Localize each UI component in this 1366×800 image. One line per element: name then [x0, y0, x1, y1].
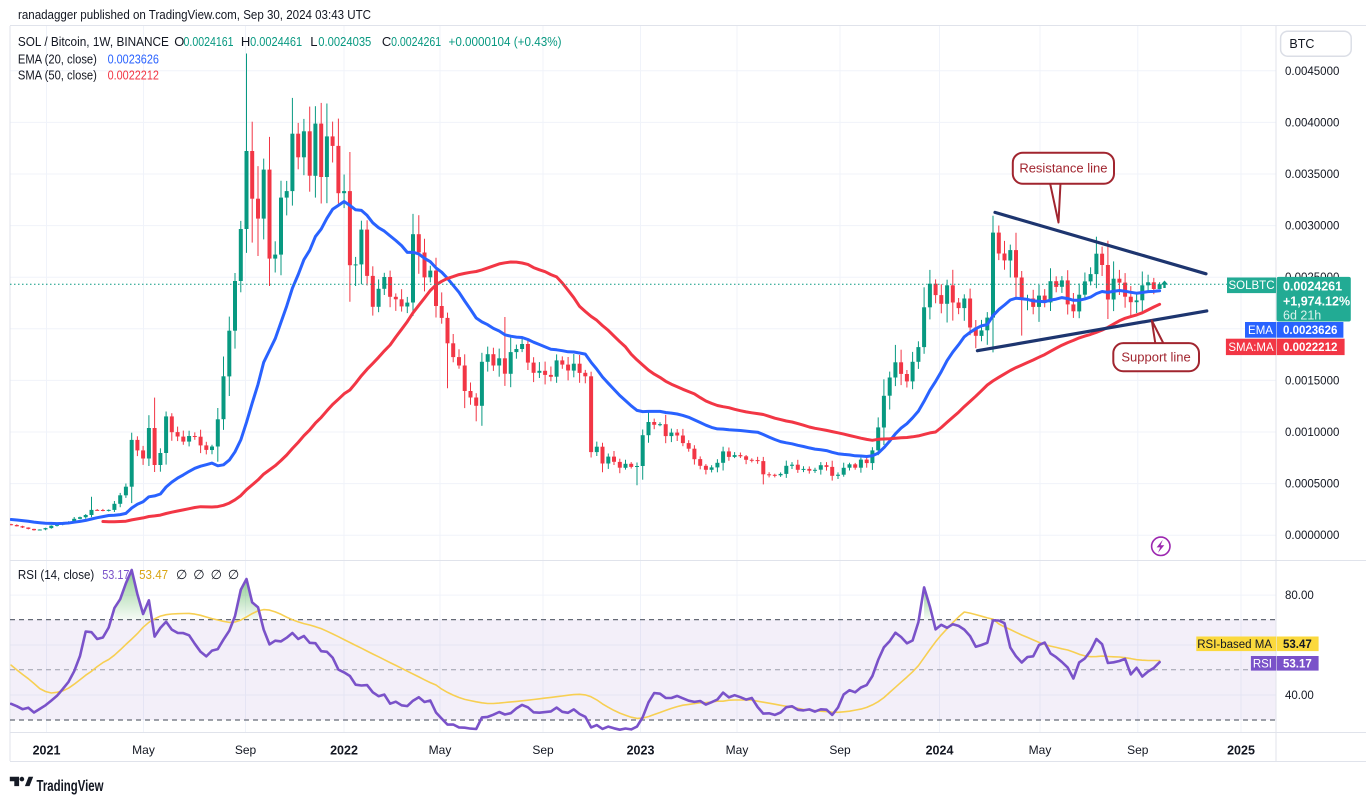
svg-text:0.0022212: 0.0022212	[1283, 342, 1337, 354]
svg-text:53.17: 53.17	[102, 567, 129, 582]
svg-text:EMA: EMA	[1248, 325, 1273, 337]
svg-text:H: H	[241, 34, 250, 49]
svg-text:2021: 2021	[33, 744, 61, 758]
svg-text:53.17: 53.17	[1283, 658, 1312, 670]
svg-text:0.0045000: 0.0045000	[1285, 66, 1339, 78]
svg-text:+0.0000104 (+0.43%): +0.0000104 (+0.43%)	[449, 34, 562, 49]
svg-text:40.00: 40.00	[1285, 690, 1314, 702]
svg-text:0.0023626: 0.0023626	[108, 51, 159, 66]
svg-text:Sep: Sep	[1127, 743, 1149, 757]
svg-text:0.0024035: 0.0024035	[318, 34, 371, 49]
svg-text:2023: 2023	[627, 744, 655, 758]
svg-text:BTC: BTC	[1289, 37, 1314, 51]
svg-text:0.0024461: 0.0024461	[250, 34, 302, 49]
svg-text:Resistance line: Resistance line	[1019, 161, 1107, 176]
svg-text:TradingView: TradingView	[37, 778, 104, 795]
svg-text:80.00: 80.00	[1285, 590, 1314, 602]
svg-text:2022: 2022	[330, 744, 358, 758]
svg-text:∅: ∅	[228, 567, 239, 582]
svg-text:2025: 2025	[1227, 744, 1255, 758]
svg-text:EMA (20, close): EMA (20, close)	[18, 51, 97, 66]
svg-text:0.0035000: 0.0035000	[1285, 169, 1339, 181]
svg-text:RSI (14, close): RSI (14, close)	[18, 567, 94, 582]
svg-text:53.47: 53.47	[1283, 639, 1312, 651]
svg-text:O: O	[174, 34, 184, 49]
svg-text:Sep: Sep	[829, 743, 851, 757]
svg-text:0.0000000: 0.0000000	[1285, 530, 1339, 542]
svg-text:C: C	[382, 34, 391, 49]
svg-text:0.0005000: 0.0005000	[1285, 479, 1339, 491]
svg-text:0.0023626: 0.0023626	[1283, 325, 1337, 337]
svg-text:May: May	[726, 743, 749, 757]
svg-text:∅: ∅	[211, 567, 222, 582]
svg-text:0.0030000: 0.0030000	[1285, 221, 1339, 233]
svg-text:0.0024261: 0.0024261	[391, 34, 441, 49]
svg-text:L: L	[310, 34, 317, 49]
svg-text:0.0022212: 0.0022212	[108, 68, 159, 83]
svg-text:∅: ∅	[193, 567, 204, 582]
svg-text:53.47: 53.47	[139, 567, 168, 582]
svg-text:RSI-based MA: RSI-based MA	[1197, 639, 1272, 651]
svg-text:∅: ∅	[176, 567, 187, 582]
svg-text:SMA:MA: SMA:MA	[1228, 342, 1274, 354]
svg-text:6d 21h: 6d 21h	[1283, 309, 1321, 323]
svg-text:Sep: Sep	[235, 743, 257, 757]
svg-text:May: May	[429, 743, 452, 757]
svg-text:2024: 2024	[926, 744, 954, 758]
svg-text:RSI: RSI	[1253, 658, 1272, 670]
svg-text:+1,974.12%: +1,974.12%	[1283, 295, 1350, 309]
svg-text:SMA (50, close): SMA (50, close)	[18, 68, 97, 83]
svg-text:0.0024161: 0.0024161	[184, 34, 234, 49]
svg-text:May: May	[1029, 743, 1052, 757]
svg-text:Support line: Support line	[1121, 350, 1190, 365]
svg-text:ranadagger published on Tradin: ranadagger published on TradingView.com,…	[18, 8, 371, 22]
svg-text:SOLBTC: SOLBTC	[1228, 280, 1274, 292]
svg-text:Sep: Sep	[532, 743, 554, 757]
svg-text:0.0015000: 0.0015000	[1285, 375, 1339, 387]
svg-text:0.0010000: 0.0010000	[1285, 427, 1339, 439]
svg-text:0.0040000: 0.0040000	[1285, 117, 1339, 129]
svg-text:May: May	[132, 743, 155, 757]
svg-text:0.0024261: 0.0024261	[1283, 280, 1342, 294]
svg-text:SOL / Bitcoin, 1W, BINANCE: SOL / Bitcoin, 1W, BINANCE	[18, 34, 169, 49]
